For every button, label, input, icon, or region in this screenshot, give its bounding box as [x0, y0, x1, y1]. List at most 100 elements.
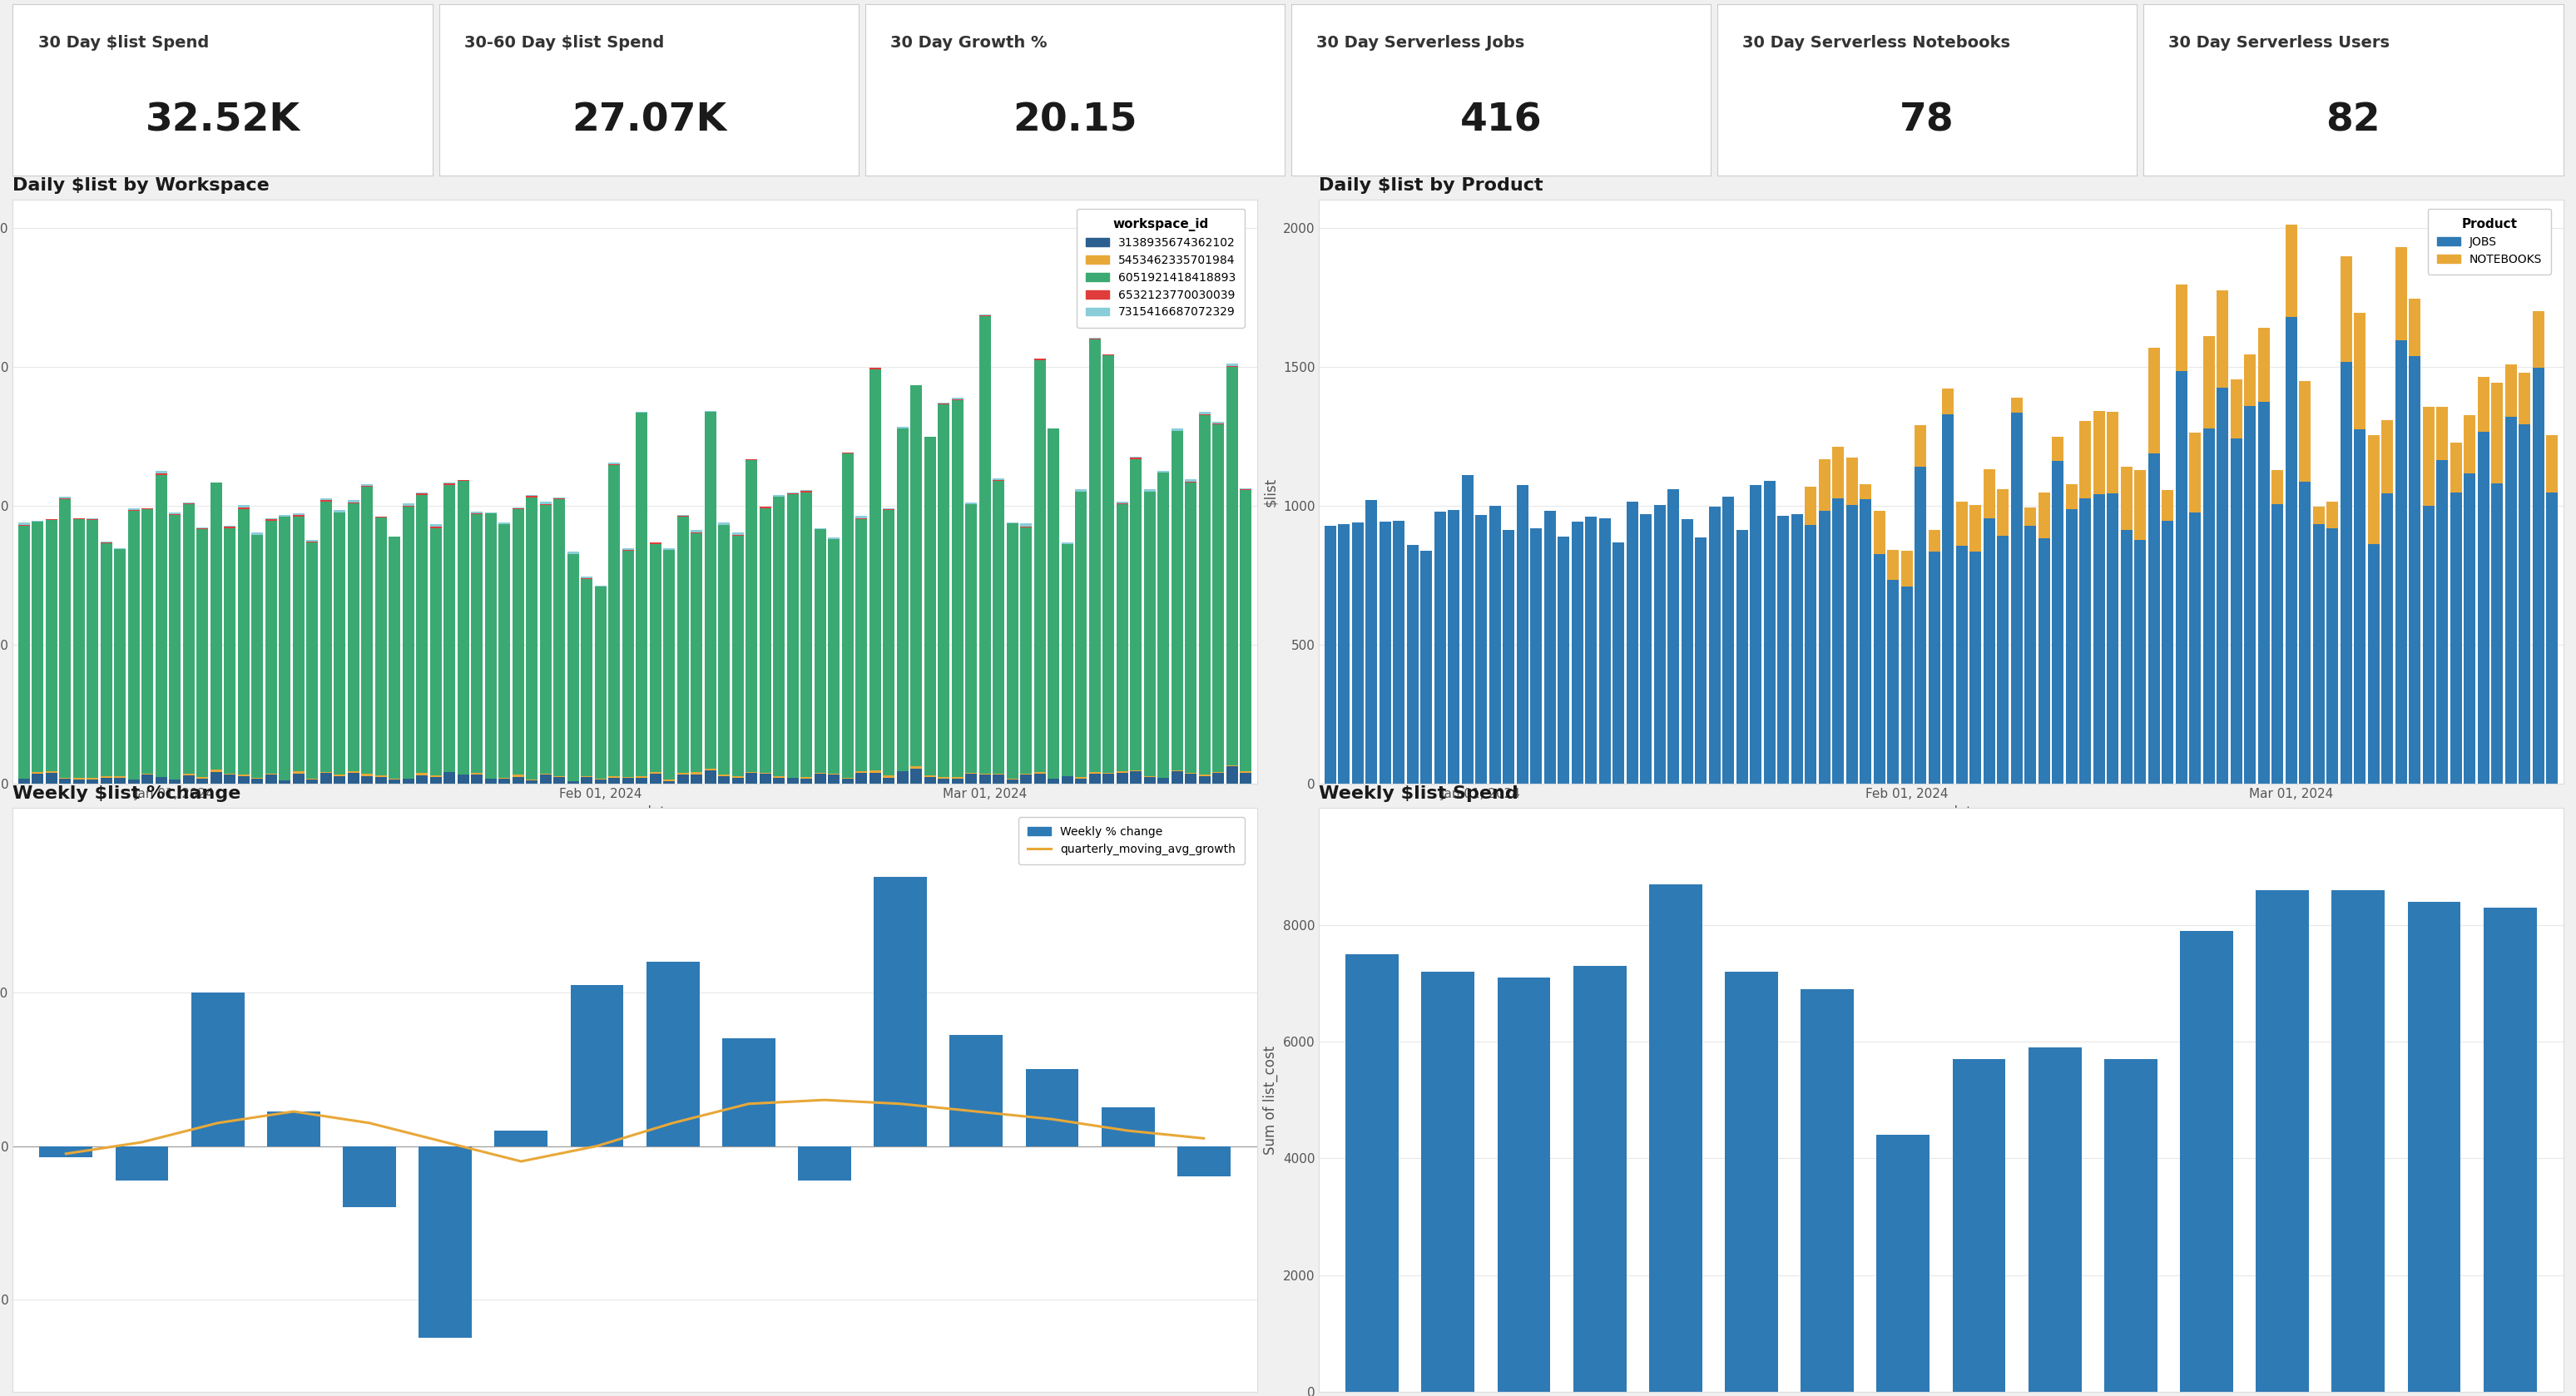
Bar: [402, 503, 415, 505]
Bar: [992, 479, 1005, 480]
Bar: [1185, 479, 1198, 482]
Bar: [938, 779, 951, 783]
Bar: [402, 507, 415, 779]
Bar: [1365, 500, 1378, 783]
Bar: [1497, 977, 1551, 1392]
Bar: [268, 1111, 319, 1146]
Bar: [1103, 355, 1115, 773]
Bar: [2218, 290, 2228, 387]
Bar: [2450, 443, 2463, 493]
Bar: [46, 773, 57, 783]
Bar: [608, 463, 621, 465]
Bar: [719, 522, 729, 525]
Bar: [18, 522, 31, 525]
Bar: [1185, 483, 1198, 773]
Bar: [2244, 355, 2257, 406]
Bar: [1198, 775, 1211, 776]
Bar: [721, 1039, 775, 1146]
Bar: [1061, 544, 1074, 776]
Bar: [1878, 1135, 1929, 1392]
Bar: [706, 412, 716, 769]
Bar: [1324, 526, 1337, 783]
Bar: [541, 503, 551, 504]
Bar: [2367, 436, 2380, 544]
Bar: [1682, 519, 1692, 783]
Bar: [732, 776, 744, 778]
Text: 20.15: 20.15: [1012, 102, 1136, 140]
Bar: [376, 518, 386, 775]
Bar: [2300, 482, 2311, 783]
Bar: [59, 779, 72, 783]
Bar: [1061, 776, 1074, 783]
Bar: [1020, 775, 1033, 783]
Bar: [237, 510, 250, 775]
Bar: [348, 771, 358, 773]
Bar: [459, 775, 469, 783]
Bar: [294, 514, 304, 515]
Bar: [868, 771, 881, 772]
Bar: [773, 778, 786, 783]
Bar: [72, 779, 85, 783]
Text: 78: 78: [1901, 102, 1955, 140]
Bar: [1378, 521, 1391, 783]
Bar: [430, 525, 440, 526]
Legend: 3138935674362102, 5453462335701984, 6051921418418893, 6532123770030039, 73154166: 3138935674362102, 5453462335701984, 6051…: [1077, 208, 1244, 328]
Bar: [677, 772, 688, 775]
Bar: [307, 779, 317, 783]
Bar: [2094, 494, 2105, 783]
Bar: [129, 779, 139, 783]
Bar: [690, 772, 703, 775]
Bar: [554, 778, 564, 783]
Bar: [1613, 543, 1625, 783]
Bar: [2326, 503, 2339, 528]
Bar: [541, 775, 551, 783]
Bar: [376, 775, 386, 776]
Bar: [2105, 1060, 2156, 1392]
Bar: [278, 780, 291, 783]
Bar: [801, 779, 811, 783]
Bar: [1929, 530, 1940, 551]
Bar: [72, 778, 85, 779]
Bar: [335, 512, 345, 775]
Bar: [2383, 420, 2393, 494]
Bar: [2504, 417, 2517, 783]
Bar: [1115, 771, 1128, 772]
Bar: [430, 778, 440, 783]
Bar: [1806, 525, 1816, 783]
Bar: [224, 528, 234, 773]
Bar: [211, 769, 222, 772]
Bar: [471, 775, 482, 783]
Bar: [1131, 459, 1141, 771]
Bar: [2437, 406, 2447, 461]
Bar: [1819, 511, 1829, 783]
Bar: [1888, 550, 1899, 579]
Bar: [443, 772, 456, 783]
Bar: [2478, 431, 2488, 783]
Bar: [827, 539, 840, 773]
Bar: [2148, 348, 2159, 454]
Bar: [649, 543, 662, 772]
Bar: [1888, 579, 1899, 783]
Bar: [690, 530, 703, 532]
Bar: [1649, 884, 1703, 1392]
Bar: [1873, 511, 1886, 554]
Bar: [1115, 772, 1128, 783]
Bar: [430, 775, 440, 778]
Bar: [417, 494, 428, 773]
Bar: [1695, 537, 1708, 783]
Bar: [1007, 779, 1018, 783]
Bar: [2107, 412, 2117, 493]
Bar: [319, 501, 332, 772]
Bar: [100, 778, 113, 783]
Bar: [582, 577, 592, 578]
Bar: [252, 779, 263, 783]
Bar: [2161, 521, 2174, 783]
Bar: [569, 984, 623, 1146]
Bar: [1806, 486, 1816, 525]
Bar: [2053, 461, 2063, 783]
Bar: [884, 776, 894, 778]
Bar: [2148, 454, 2159, 783]
Bar: [567, 780, 580, 783]
Bar: [2421, 408, 2434, 505]
Bar: [1172, 771, 1182, 783]
